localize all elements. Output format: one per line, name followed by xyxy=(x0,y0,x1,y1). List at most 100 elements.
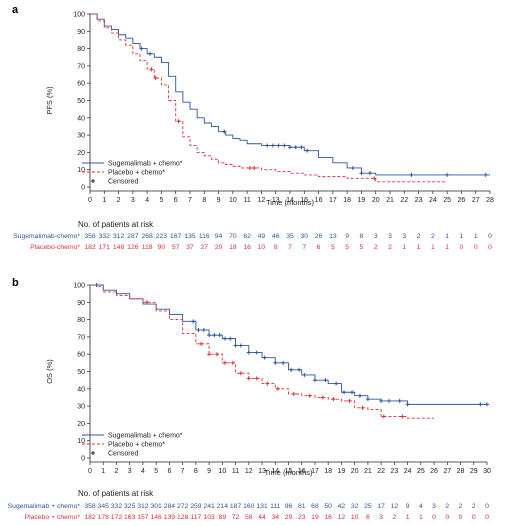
panel-b-x-tick-label: 22 xyxy=(377,468,385,475)
panel-b-risk-count: 178 xyxy=(98,514,110,521)
panel-b-risk-row-label: Placebo + chemo* xyxy=(25,514,81,521)
panel-b-risk-count: 187 xyxy=(230,503,242,510)
panel-b-censor-mark xyxy=(485,402,489,407)
panel-b-x-tick-label: 10 xyxy=(218,468,226,475)
panel-a-x-tick-label: 19 xyxy=(358,197,366,204)
panel-a-risk-count: 13 xyxy=(329,233,337,240)
panel-b-x-tick-label: 7 xyxy=(181,468,185,475)
panel-b-x-tick-label: 24 xyxy=(404,468,412,475)
panel-a-x-tick-label: 3 xyxy=(131,197,135,204)
panel-b-y-tick-label: 60 xyxy=(77,352,85,359)
panel-b-risk-count: 89 xyxy=(219,514,227,521)
panel-a-risk-count: 116 xyxy=(199,233,210,240)
panel-a-risk-count: 62 xyxy=(243,233,251,240)
panel-a-x-tick-label: 13 xyxy=(272,197,280,204)
panel-b-risk-count: 128 xyxy=(177,514,189,521)
panel-b-risk-count: 2 xyxy=(459,503,463,510)
panel-b-y-tick-label: 20 xyxy=(77,421,85,428)
panel-b-censor-mark xyxy=(275,386,280,391)
panel-b-risk-count: 32 xyxy=(351,503,359,510)
panel-b-x-tick-label: 29 xyxy=(470,468,478,475)
panel-b-risk-row-label: Sugemalimab + chemo* xyxy=(8,503,81,510)
panel-a-risk-count: 0 xyxy=(488,233,492,240)
panel-b-label: b xyxy=(12,277,19,289)
panel-a-censor-mark xyxy=(359,171,364,176)
panel-a-risk-count: 6 xyxy=(317,244,321,251)
panel-b-legend-label-sugemalimab: Sugemalimab + chemo* xyxy=(108,433,183,440)
panel-a-risk-count: 126 xyxy=(127,244,139,251)
panel-a-censor-mark xyxy=(409,172,414,177)
panel-b-risk-count: 358 xyxy=(84,503,96,510)
panel-a-x-tick-label: 4 xyxy=(145,197,149,204)
panel-b-censor-mark xyxy=(201,327,206,332)
panel-a-risk-count: 1 xyxy=(474,233,478,240)
panel-a-legend-label-placebo: Placebo + chemo* xyxy=(108,170,165,177)
panel-b-risk-count: 345 xyxy=(98,503,110,510)
panel-a-legend-label-censored: Censored xyxy=(108,179,138,186)
panel-a-y-tick-label: 40 xyxy=(77,115,85,122)
panel-a-risk-count: 8 xyxy=(274,244,278,251)
panel-b-censor-mark xyxy=(360,405,365,410)
panel-b-risk-count: 131 xyxy=(256,503,268,510)
panel-a-risk-count: 5 xyxy=(331,244,335,251)
panel-b-censor-mark xyxy=(400,414,405,419)
panel-b-risk-count: 9 xyxy=(406,503,410,510)
panel-b-x-tick-label: 28 xyxy=(457,468,465,475)
panel-b-censor-mark xyxy=(191,319,196,324)
panel-b-censor-mark xyxy=(222,360,227,365)
panel-b-x-tick-label: 9 xyxy=(207,468,211,475)
panel-a-x-tick-label: 11 xyxy=(244,197,251,204)
panel-a-risk-count: 171 xyxy=(99,244,111,251)
panel-a-risk-count: 2 xyxy=(431,233,435,240)
panel-a-legend-swatch-censored xyxy=(91,179,95,183)
panel-a-x-tick-label: 7 xyxy=(188,197,192,204)
panel-a-risk-count: 2 xyxy=(374,244,378,251)
panel-b-censor-mark xyxy=(230,360,235,365)
panel-a-risk-count: 0 xyxy=(460,244,464,251)
panel-b-censor-mark xyxy=(265,381,270,386)
panel-b-y-tick-label: 70 xyxy=(77,334,85,341)
panel-a-risk-count: 90 xyxy=(158,244,166,251)
panel-b-x-tick-label: 8 xyxy=(194,468,198,475)
panel-a-x-tick-label: 20 xyxy=(372,197,380,204)
panel-b-risk-count: 325 xyxy=(124,503,136,510)
panel-a-x-tick-label: 2 xyxy=(117,197,121,204)
panel-a-censor-mark xyxy=(148,51,152,56)
panel-b-risk-count: 2 xyxy=(445,503,449,510)
panel-a-x-tick-label: 6 xyxy=(174,197,178,204)
panel-a-risk-row-label: Placebo-chemo* xyxy=(30,244,80,251)
panel-b-censor-mark xyxy=(233,343,238,348)
panel-a-censor-mark xyxy=(282,143,287,148)
panel-a-risk-count: 27 xyxy=(201,244,209,251)
panel-b-y-tick-label: 50 xyxy=(77,369,85,376)
panel-b-x-tick-label: 15 xyxy=(285,468,293,475)
panel-a-censor-mark xyxy=(445,172,450,177)
panel-b-risk-count: 72 xyxy=(232,514,240,521)
panel-a-risk-count: 3 xyxy=(402,233,406,240)
panel-a-risk-table-title: No. of patients at risk xyxy=(78,220,154,229)
panel-b-censor-mark xyxy=(320,395,325,400)
panel-a-risk-count: 16 xyxy=(243,244,251,251)
panel-a-risk-count: 2 xyxy=(388,244,392,251)
panel-b-risk-count: 16 xyxy=(324,514,332,521)
panel-a-risk-count: 1 xyxy=(417,244,421,251)
panel-a-risk-count: 3 xyxy=(388,233,392,240)
panel-b-y-tick-label: 40 xyxy=(77,386,85,393)
panel-b-risk-count: 19 xyxy=(311,514,319,521)
panel-b-risk-count: 0 xyxy=(459,514,463,521)
panel-b-x-tick-label: 0 xyxy=(88,468,92,475)
panel-b-censor-mark xyxy=(262,355,267,360)
panel-b-censor-mark xyxy=(217,333,222,338)
panel-b-risk-count: 284 xyxy=(164,503,176,510)
panel-a-risk-count: 1 xyxy=(431,244,435,251)
panel-a-risk-count: 37 xyxy=(186,244,194,251)
panel-a-x-tick-label: 16 xyxy=(315,197,323,204)
panel-b-x-tick-label: 4 xyxy=(141,468,145,475)
panel-b-risk-count: 157 xyxy=(137,514,149,521)
panel-b-risk-count: 50 xyxy=(324,503,332,510)
panel-a-risk-count: 5 xyxy=(360,244,364,251)
panel-b-risk-count: 1 xyxy=(419,514,423,521)
panel-a-y-tick-label: 70 xyxy=(77,63,85,70)
panel-a-censor-mark xyxy=(299,145,304,150)
